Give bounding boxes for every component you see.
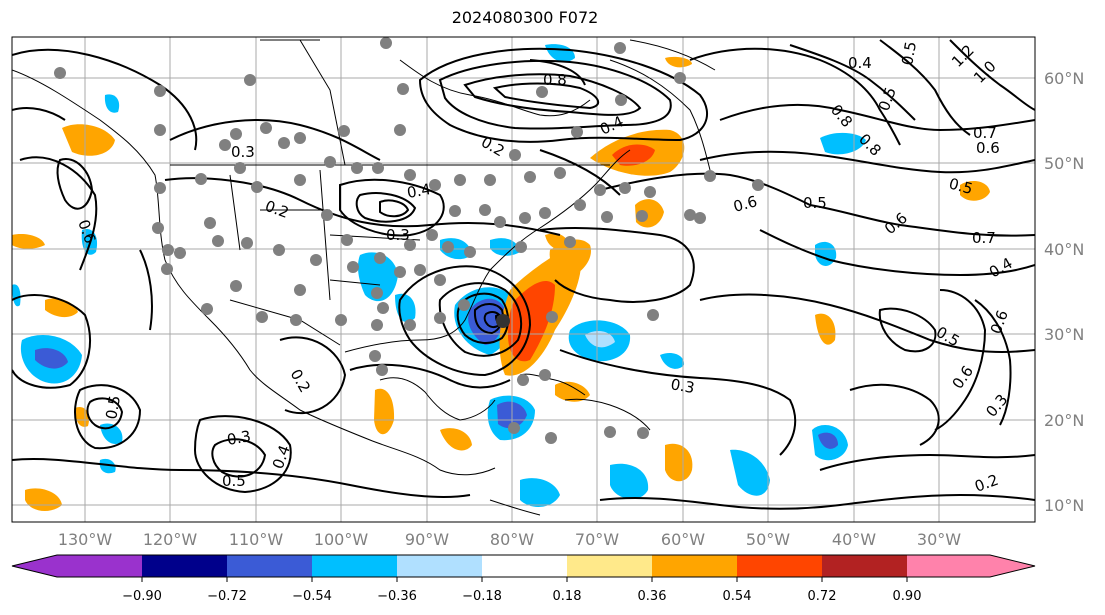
colorbar-segment (737, 555, 822, 577)
lon-label: 30°W (917, 530, 961, 549)
lon-label: 100°W (314, 530, 369, 549)
map-panel: 0.8 0.4 0.2 0.3 0.4 0.2 0.3 0.6 0.5 0.3 … (12, 37, 1035, 522)
lon-label: 120°W (143, 530, 198, 549)
colorbar-tick: −0.18 (462, 589, 502, 604)
contour-label: 0.3 (669, 375, 696, 397)
lat-label: 20°N (1044, 411, 1084, 430)
colorbar-tick: 0.54 (723, 589, 752, 604)
colorbar-extend-left (12, 555, 57, 577)
lon-label: 110°W (229, 530, 284, 549)
contour-label: 0.7 (973, 124, 997, 142)
colorbar-tick: 0.36 (638, 589, 667, 604)
contour-label: 0.5 (803, 194, 827, 212)
colorbar-segment (907, 555, 990, 577)
colorbar-segment (397, 555, 482, 577)
contour-label: 0.8 (543, 71, 567, 89)
contour-label: 0.3 (386, 226, 410, 244)
longitude-axis: 130°W 120°W 110°W 100°W 90°W 80°W 70°W 6… (58, 530, 961, 549)
contour-label: 0.6 (731, 192, 759, 216)
colorbar-tick: 0.18 (553, 589, 582, 604)
colorbar-tick: −0.90 (122, 589, 162, 604)
colorbar-tick: −0.36 (377, 589, 417, 604)
contour-label: 0.5 (947, 174, 975, 198)
contour-label: 0.6 (976, 139, 1000, 157)
latitude-axis: 60°N 50°N 40°N 30°N 20°N 10°N (1044, 69, 1084, 515)
colorbar-segment (652, 555, 737, 577)
colorbar-tick: 0.90 (893, 589, 922, 604)
colorbar-segment (227, 555, 312, 577)
map-frame (11, 36, 1036, 523)
colorbar-tick: −0.54 (292, 589, 332, 604)
lat-label: 40°N (1044, 240, 1084, 259)
contour-label: 0.5 (898, 40, 920, 67)
contour-label: 0.5 (222, 472, 246, 490)
contour-label: 0.7 (972, 229, 996, 247)
colorbar-segment (822, 555, 907, 577)
lon-label: 130°W (58, 530, 113, 549)
lat-label: 30°N (1044, 325, 1084, 344)
colorbar-segment (142, 555, 227, 577)
lon-label: 70°W (575, 530, 619, 549)
lon-label: 80°W (490, 530, 534, 549)
lon-label: 50°W (746, 530, 790, 549)
colorbar-segment (482, 555, 567, 577)
colorbar: −0.90 −0.72 −0.54 −0.36 −0.18 0.18 0.36 … (11, 554, 1036, 604)
storm-center-marker (496, 314, 510, 328)
contour-label: 0.4 (406, 180, 433, 202)
lon-label: 40°W (832, 530, 876, 549)
lon-label: 60°W (661, 530, 705, 549)
station-dots (54, 37, 764, 444)
colorbar-segment (57, 555, 142, 577)
map-title: 2024080300 F072 (451, 8, 599, 27)
contour-label: 0.4 (848, 54, 872, 72)
lat-label: 60°N (1044, 69, 1084, 88)
colorbar-segment (312, 555, 397, 577)
lon-label: 90°W (405, 530, 449, 549)
contour-lines (12, 39, 1035, 510)
lat-label: 10°N (1044, 496, 1084, 515)
lat-label: 50°N (1044, 154, 1084, 173)
colorbar-tick: 0.72 (808, 589, 837, 604)
contour-label: 0.5 (102, 394, 124, 421)
contour-label: 0.3 (226, 427, 253, 449)
coastlines (12, 39, 716, 516)
colorbar-segment (567, 555, 652, 577)
contour-label: 0.3 (231, 143, 255, 161)
colorbar-tick: −0.72 (207, 589, 247, 604)
colorbar-extend-right (990, 555, 1035, 577)
